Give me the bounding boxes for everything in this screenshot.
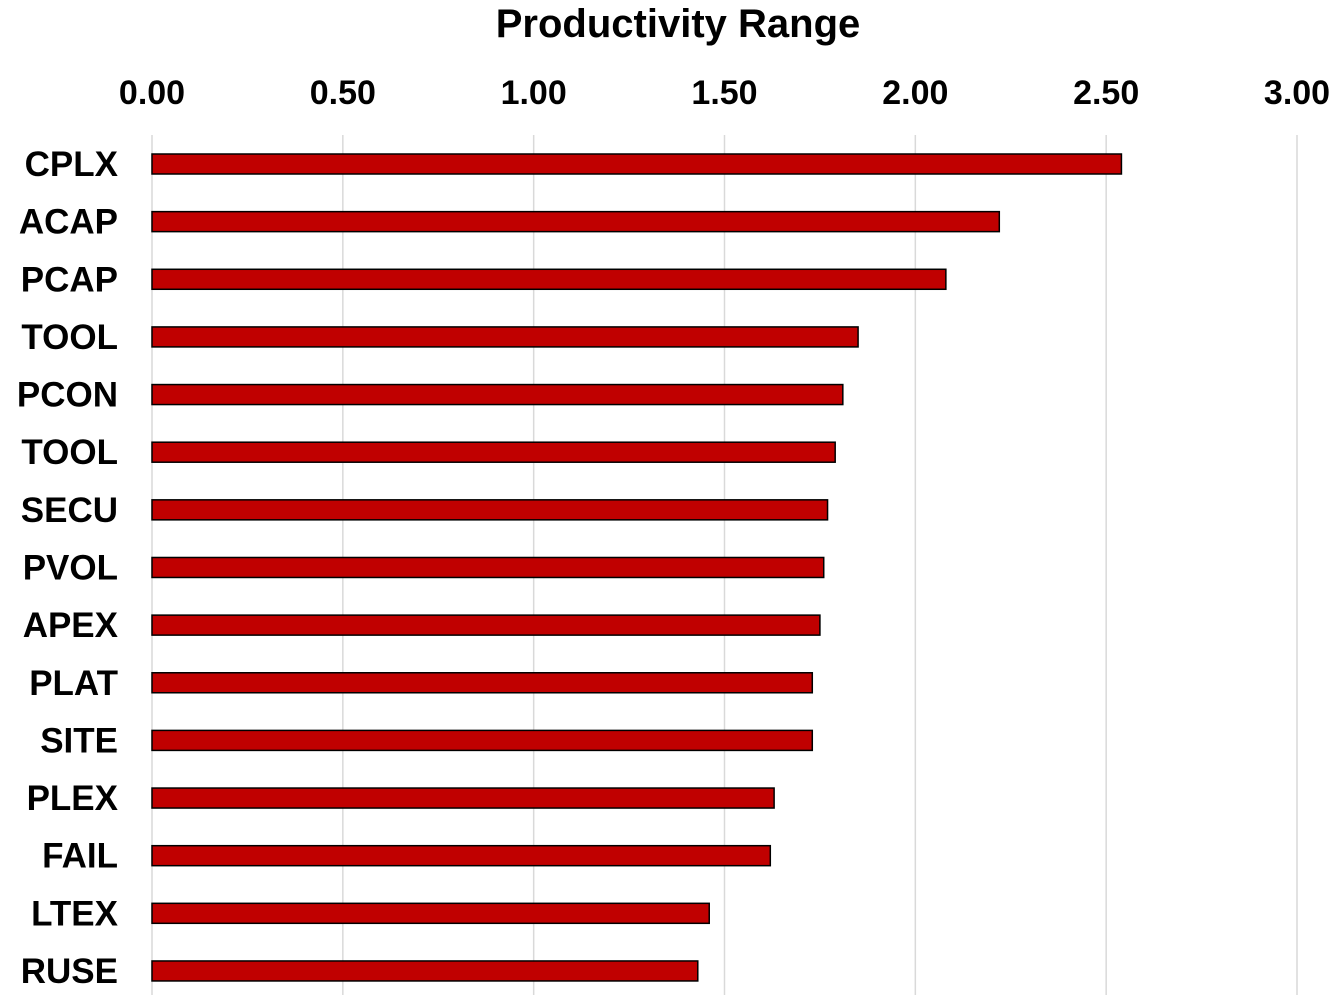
category-label: APEX [23, 606, 119, 645]
category-label: SECU [21, 491, 118, 530]
bar [151, 729, 814, 752]
x-tick-label: 0.50 [310, 74, 376, 112]
category-label: CPLX [25, 145, 119, 184]
bar [151, 210, 1001, 233]
x-tick-label: 0.00 [119, 74, 185, 112]
category-label: PCAP [21, 260, 118, 299]
x-tick-label: 1.00 [501, 74, 567, 112]
bar [151, 960, 699, 982]
category-label: LTEX [31, 894, 119, 933]
category-label: TOOL [21, 318, 118, 357]
category-label: RUSE [21, 952, 118, 991]
x-tick-label: 1.50 [691, 74, 757, 112]
bar [151, 787, 775, 809]
category-label: PLEX [27, 779, 119, 818]
bar [151, 153, 1123, 175]
bar [151, 902, 710, 925]
category-label: ACAP [19, 203, 118, 242]
bar [151, 844, 772, 867]
bar [151, 556, 825, 579]
bar [151, 441, 836, 463]
x-tick-label: 2.50 [1073, 74, 1139, 112]
x-tick-label: 2.00 [882, 74, 948, 112]
category-label: SITE [40, 721, 118, 760]
bar [151, 672, 814, 694]
x-tick-label: 3.00 [1264, 74, 1330, 112]
bar [151, 326, 859, 348]
category-labels: CPLX ACAP PCAP TOOL PCON TOOL SECU PVOL APEX PLAT… [17, 145, 119, 991]
category-label: PCON [17, 376, 118, 415]
category-label: PVOL [23, 548, 118, 587]
chart-title: Productivity Range [495, 2, 861, 46]
bar [151, 499, 829, 521]
category-label: FAIL [42, 837, 118, 876]
bars [151, 153, 1123, 982]
bar [151, 268, 947, 291]
bar [151, 614, 821, 636]
bar [151, 383, 844, 406]
x-axis-ticks: 0.00 0.50 1.00 1.50 2.00 2.50 3.00 [119, 74, 1330, 112]
category-label: TOOL [21, 433, 118, 472]
category-label: PLAT [29, 664, 118, 703]
